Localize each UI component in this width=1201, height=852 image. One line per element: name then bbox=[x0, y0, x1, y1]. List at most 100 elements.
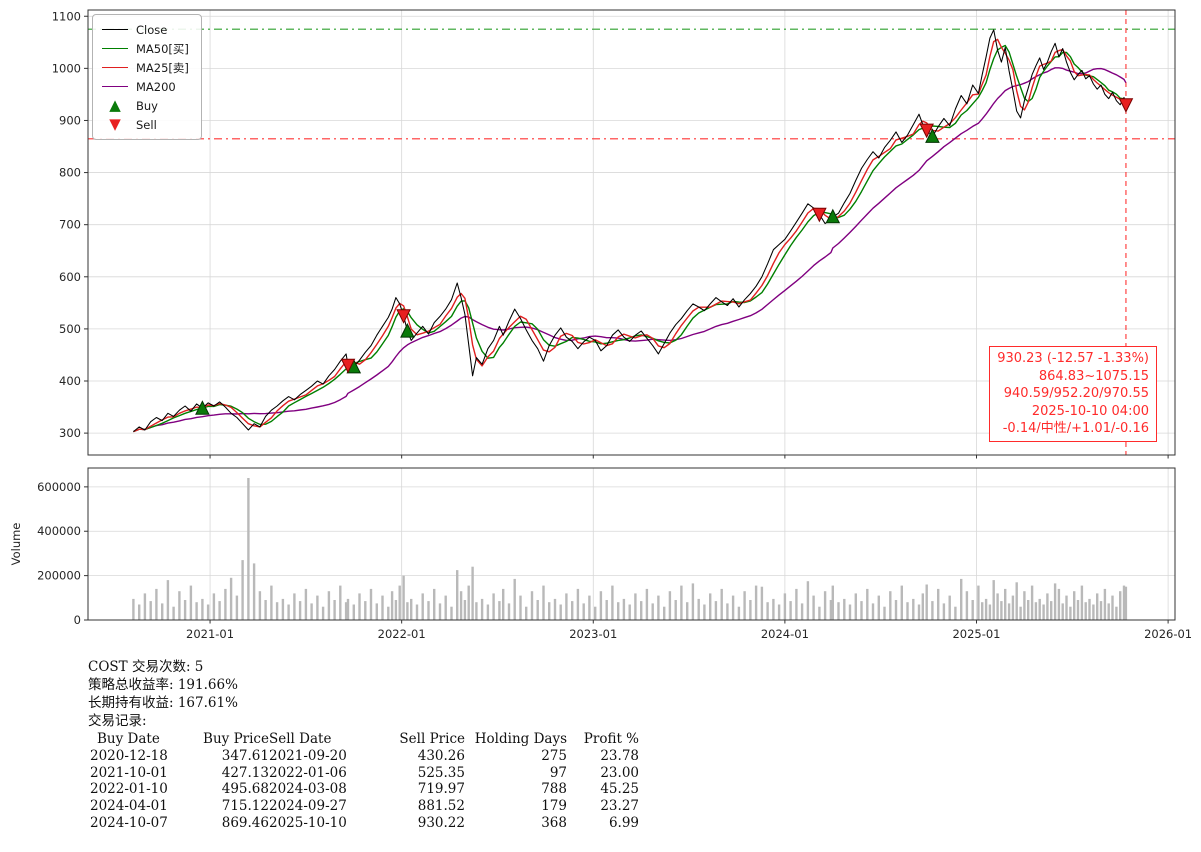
trades-table: Buy Date Buy Price Sell Date Sell Price Hold… bbox=[90, 731, 639, 832]
trade-cell: 2025-10-10 bbox=[269, 814, 347, 831]
annotation-price-change: 930.23 (-12.57 -1.33%) bbox=[997, 351, 1149, 366]
summary-trade-count: COST 交易次数: 5 bbox=[88, 659, 204, 675]
buy-marker bbox=[400, 323, 415, 338]
price-plot-border bbox=[87, 9, 1176, 456]
buy-marker bbox=[925, 128, 940, 143]
trade-cell: 869.46 bbox=[221, 814, 269, 831]
ma200-line bbox=[133, 67, 1127, 433]
axis-ticks bbox=[84, 15, 1169, 624]
ma25-line bbox=[133, 38, 1127, 433]
price-tick-label: 800 bbox=[59, 166, 81, 180]
gridlines bbox=[88, 10, 1175, 621]
trade-row: 2020-12-18 347.61 2021-09-20 430.26 275 23.78 bbox=[90, 748, 639, 765]
legend-label: Sell bbox=[136, 117, 157, 132]
price-tick-label: 700 bbox=[59, 218, 81, 232]
strategy-summary: COST 交易次数: 5 策略总收益率: 191.66% 长期持有收益: 167… bbox=[88, 658, 639, 832]
trade-cell: 788 bbox=[541, 781, 567, 798]
legend-label: MA50[买] bbox=[136, 41, 189, 56]
close-line-swatch bbox=[102, 29, 128, 30]
trade-row: 2021-10-01 427.13 2022-01-06 525.35 97 23.00 bbox=[90, 765, 639, 782]
volume-tick-label: 600000 bbox=[37, 480, 81, 494]
trade-cell: 275 bbox=[541, 747, 567, 764]
trade-cell: 2024-03-08 bbox=[269, 781, 347, 798]
price-tick-label: 500 bbox=[59, 322, 81, 336]
trade-cell: 2024-04-01 bbox=[90, 798, 168, 815]
price-annotation-box: 930.23 (-12.57 -1.33%) 864.83~1075.15 94… bbox=[989, 346, 1157, 442]
legend-label: Buy bbox=[136, 98, 158, 113]
annotation-signal: -0.14/中性/+1.01/-0.16 bbox=[1002, 421, 1149, 436]
sell-markers bbox=[340, 98, 1134, 374]
legend-label: Close bbox=[136, 22, 168, 37]
annotation-datetime: 2025-10-10 04:00 bbox=[1031, 403, 1149, 419]
trade-cell: 2021-10-01 bbox=[90, 764, 168, 781]
volume-tick-label: 0 bbox=[74, 613, 81, 627]
price-tick-label: 400 bbox=[59, 374, 81, 388]
price-tick-label: 1100 bbox=[52, 9, 81, 23]
date-tick-label: 2021-01 bbox=[186, 627, 234, 641]
trade-cell: 427.13 bbox=[221, 764, 269, 781]
date-tick-label: 2026-01 bbox=[1144, 627, 1192, 641]
price-tick-label: 600 bbox=[59, 270, 81, 284]
buy-marker bbox=[195, 400, 210, 415]
trades-header-cell: Buy Date bbox=[97, 731, 160, 747]
ma50-line-swatch bbox=[102, 48, 128, 49]
annotation-ma-values: 940.59/952.20/970.55 bbox=[1003, 386, 1149, 401]
sell-marker-icon: ▼ bbox=[109, 115, 121, 133]
close-line bbox=[133, 29, 1127, 433]
axis-labels: 300 400 500 600 700 800 900 1000 1100 0 200000 4000… bbox=[9, 9, 1192, 641]
trade-cell: 719.97 bbox=[417, 781, 465, 798]
trade-cell: 23.00 bbox=[600, 764, 639, 781]
legend-item-buy: ▲ Buy bbox=[102, 98, 189, 113]
volume-tick-label: 200000 bbox=[37, 569, 81, 583]
price-tick-label: 1000 bbox=[52, 61, 81, 75]
price-tick-label: 300 bbox=[59, 426, 81, 440]
legend-label: MA25[卖] bbox=[136, 60, 189, 75]
legend-item-sell: ▼ Sell bbox=[102, 117, 189, 132]
date-tick-label: 2023-01 bbox=[569, 627, 617, 641]
sell-marker bbox=[919, 123, 934, 139]
trade-cell: 930.22 bbox=[417, 814, 465, 831]
volume-plot-border bbox=[87, 467, 1176, 621]
trade-cell: 495.68 bbox=[221, 781, 269, 798]
price-tick-label: 900 bbox=[59, 113, 81, 127]
buy-markers bbox=[195, 128, 940, 415]
legend-item-ma50: MA50[买] bbox=[102, 41, 189, 56]
trade-cell: 2024-09-27 bbox=[269, 798, 347, 815]
trade-cell: 23.27 bbox=[600, 798, 639, 815]
trade-cell: 97 bbox=[549, 764, 567, 781]
sell-marker bbox=[1118, 98, 1134, 113]
sell-marker bbox=[396, 309, 411, 324]
volume-bars bbox=[132, 478, 1128, 620]
trades-header-cell: Sell Price bbox=[399, 731, 465, 747]
trade-row: 2024-10-07 869.46 2025-10-10 930.22 368 6.99 bbox=[90, 815, 639, 832]
summary-strategy-return: 策略总收益率: 191.66% bbox=[88, 677, 238, 693]
trades-header-cell: Buy Price bbox=[203, 731, 269, 747]
sell-marker bbox=[340, 358, 356, 374]
trade-cell: 2022-01-06 bbox=[269, 764, 347, 781]
legend-item-ma25: MA25[卖] bbox=[102, 60, 189, 75]
chart-legend: Close MA50[买] MA25[卖] MA200 ▲ Buy ▼ Sell bbox=[92, 14, 202, 140]
ma200-line-swatch bbox=[102, 86, 128, 87]
trade-cell: 2022-01-10 bbox=[90, 781, 168, 798]
trade-cell: 2020-12-18 bbox=[90, 747, 168, 764]
trade-cell: 179 bbox=[541, 798, 567, 815]
trade-cell: 6.99 bbox=[608, 814, 639, 831]
trade-cell: 2024-10-07 bbox=[90, 814, 168, 831]
trade-cell: 23.78 bbox=[600, 747, 639, 764]
legend-item-ma200: MA200 bbox=[102, 79, 189, 94]
trades-header-cell: Holding Days bbox=[474, 731, 567, 747]
buy-marker-icon: ▲ bbox=[109, 96, 121, 114]
trade-cell: 715.12 bbox=[221, 798, 269, 815]
date-tick-label: 2022-01 bbox=[378, 627, 426, 641]
trade-cell: 347.61 bbox=[221, 747, 269, 764]
trade-cell: 525.35 bbox=[417, 764, 465, 781]
trade-row: 2024-04-01 715.12 2024-09-27 881.52 179 23.27 bbox=[90, 798, 639, 815]
summary-trades-label: 交易记录: bbox=[88, 713, 147, 729]
trade-cell: 881.52 bbox=[417, 798, 465, 815]
trades-header-cell: Profit % bbox=[583, 731, 639, 747]
trade-cell: 430.26 bbox=[417, 747, 465, 764]
date-tick-label: 2024-01 bbox=[761, 627, 809, 641]
trades-header-row: Buy Date Buy Price Sell Date Sell Price Hold… bbox=[90, 731, 639, 748]
volume-axis-label: Volume bbox=[9, 523, 23, 566]
buy-marker bbox=[825, 208, 841, 224]
